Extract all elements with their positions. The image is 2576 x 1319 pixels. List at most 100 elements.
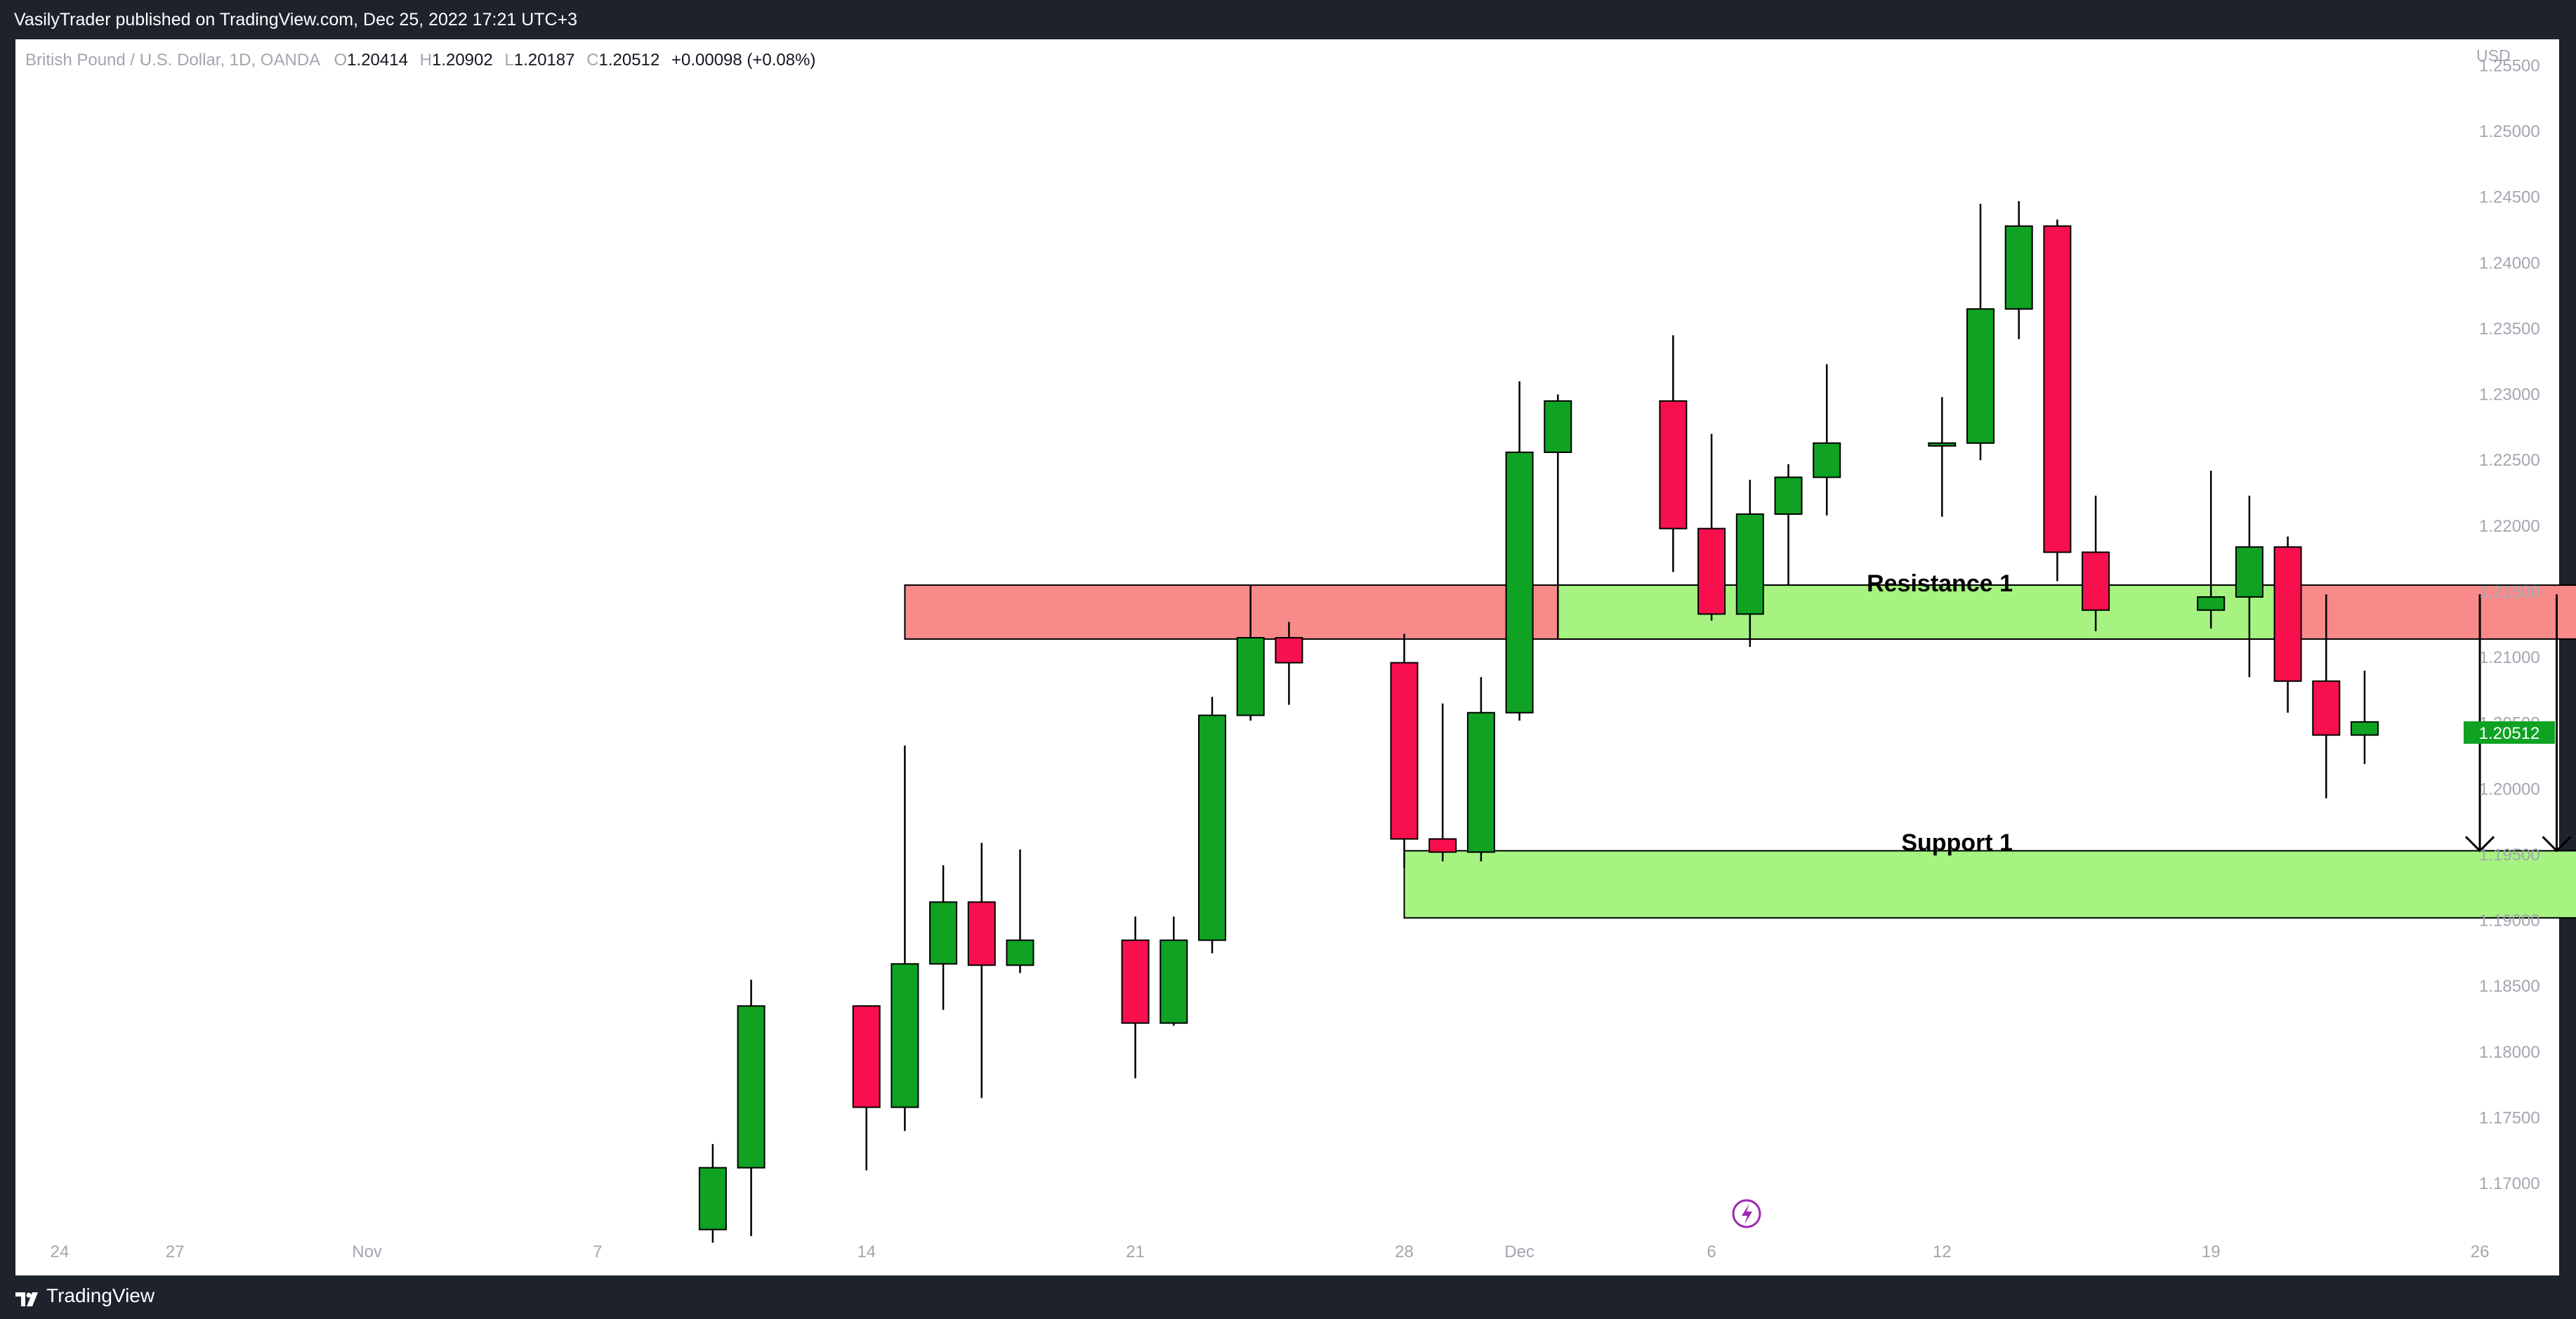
candle-body bbox=[2351, 721, 2379, 736]
candle-body bbox=[2235, 546, 2263, 598]
close-value: 1.20512 bbox=[599, 51, 660, 70]
candle bbox=[2351, 670, 2379, 764]
candle bbox=[737, 979, 765, 1236]
resistance-label: Resistance 1 bbox=[1867, 570, 2013, 597]
close-label: C bbox=[586, 51, 598, 70]
candle-body bbox=[1735, 513, 1764, 615]
candle bbox=[1428, 703, 1457, 862]
change-value: +0.00098 (+0.08%) bbox=[671, 51, 816, 70]
time-tick-label: 27 bbox=[166, 1242, 185, 1261]
candle-body bbox=[2004, 225, 2033, 310]
candle-body bbox=[1928, 442, 1957, 447]
time-tick-label: Dec bbox=[1504, 1242, 1535, 1261]
time-axis[interactable]: 2427Nov7142128Dec61219262023916 bbox=[51, 1242, 2576, 1261]
candle-body bbox=[2043, 225, 2072, 553]
candle-body bbox=[1774, 476, 1803, 515]
price-tick-label: 1.17000 bbox=[2479, 1174, 2540, 1193]
price-tick-label: 1.20000 bbox=[2479, 780, 2540, 799]
candle bbox=[1121, 916, 1150, 1079]
price-tick-label: 1.23500 bbox=[2479, 320, 2540, 339]
target-arrow[interactable] bbox=[2542, 594, 2572, 853]
support-zone[interactable] bbox=[1403, 850, 2576, 919]
time-tick-label: 28 bbox=[1395, 1242, 1414, 1261]
price-tick-label: 1.24000 bbox=[2479, 254, 2540, 273]
price-tick-label: 1.18000 bbox=[2479, 1043, 2540, 1062]
candle-body bbox=[2312, 680, 2341, 736]
arrow-head bbox=[2542, 836, 2572, 853]
candle bbox=[1466, 677, 1495, 862]
footer-bar bbox=[0, 1280, 2576, 1319]
open-value: 1.20414 bbox=[347, 51, 408, 70]
currency-label: USD bbox=[2476, 46, 2511, 65]
candle-body bbox=[1006, 939, 1034, 966]
time-tick-label: 14 bbox=[857, 1242, 876, 1261]
ohlc-legend: British Pound / U.S. Dollar, 1D, OANDA O… bbox=[25, 51, 815, 70]
candle bbox=[1236, 585, 1265, 721]
high-label: H bbox=[420, 51, 432, 70]
candle bbox=[1544, 394, 1572, 638]
candle bbox=[1505, 381, 1534, 721]
candle-body bbox=[1697, 527, 1726, 615]
price-tick-label: 1.18500 bbox=[2479, 977, 2540, 996]
candle-body bbox=[929, 901, 958, 965]
candle bbox=[698, 1143, 727, 1243]
candle bbox=[2043, 219, 2072, 582]
candle bbox=[1159, 916, 1188, 1026]
candle-body bbox=[737, 1005, 765, 1169]
candle bbox=[1966, 204, 1995, 461]
candle-body bbox=[1428, 838, 1457, 853]
candle-body bbox=[1966, 308, 1995, 444]
publish-header: VasilyTrader published on TradingView.co… bbox=[0, 0, 2576, 39]
symbol-title: British Pound / U.S. Dollar, 1D, OANDA bbox=[25, 51, 320, 70]
lightning-icon[interactable] bbox=[1732, 1199, 1761, 1228]
candle bbox=[929, 865, 958, 1010]
last-price-badge bbox=[2464, 721, 2555, 744]
candle-body bbox=[2197, 596, 2226, 611]
candle bbox=[1006, 849, 1034, 973]
candle-body bbox=[2273, 546, 2302, 682]
candle bbox=[891, 745, 919, 1131]
time-tick-label: 6 bbox=[1707, 1242, 1716, 1261]
candle-body bbox=[1390, 662, 1419, 840]
candle-body bbox=[1236, 637, 1265, 716]
footer-brand[interactable]: TradingView bbox=[46, 1285, 155, 1306]
candle-body bbox=[2082, 551, 2110, 611]
price-tick-label: 1.23000 bbox=[2479, 386, 2540, 405]
candle bbox=[1275, 622, 1303, 705]
candle bbox=[2235, 495, 2263, 678]
candle-body bbox=[1505, 451, 1534, 714]
candle bbox=[2197, 471, 2226, 629]
time-tick-label: 21 bbox=[1126, 1242, 1145, 1261]
candle-body bbox=[891, 963, 919, 1108]
price-tick-label: 1.17500 bbox=[2479, 1108, 2540, 1127]
candle-body bbox=[852, 1005, 881, 1108]
time-tick-label: Nov bbox=[352, 1242, 382, 1261]
price-axis[interactable]: 1.25500 1.25000 1.24500 1.24000 1.23500 1.230… bbox=[2479, 56, 2540, 1193]
candle bbox=[2312, 594, 2341, 799]
price-tick-label: 1.21500 bbox=[2479, 582, 2540, 601]
candle bbox=[1390, 634, 1419, 868]
price-tick-label: 1.25500 bbox=[2479, 56, 2540, 75]
candle bbox=[852, 1005, 881, 1171]
last-price-label: 1.20512 bbox=[2479, 724, 2540, 743]
support-label: Support 1 bbox=[1901, 829, 2013, 856]
price-tick-label: 1.21000 bbox=[2479, 648, 2540, 667]
candle bbox=[2082, 495, 2110, 631]
candle-body bbox=[1159, 939, 1188, 1024]
time-tick-label: 24 bbox=[51, 1242, 70, 1261]
price-tick-label: 1.22500 bbox=[2479, 451, 2540, 470]
candle bbox=[1774, 464, 1803, 586]
candle bbox=[1198, 697, 1226, 954]
low-value: 1.20187 bbox=[514, 51, 575, 70]
candle-body bbox=[1198, 714, 1226, 941]
candle bbox=[1697, 433, 1726, 621]
time-tick-label: 7 bbox=[593, 1242, 602, 1261]
resistance-flip-zone[interactable] bbox=[1557, 584, 2289, 640]
high-value: 1.20902 bbox=[432, 51, 493, 70]
candle-body bbox=[1659, 400, 1688, 530]
candle-body bbox=[1121, 939, 1150, 1024]
price-tick-label: 1.24500 bbox=[2479, 188, 2540, 207]
tradingview-logo-icon[interactable] bbox=[14, 1285, 42, 1313]
time-tick-label: 26 bbox=[2471, 1242, 2490, 1261]
